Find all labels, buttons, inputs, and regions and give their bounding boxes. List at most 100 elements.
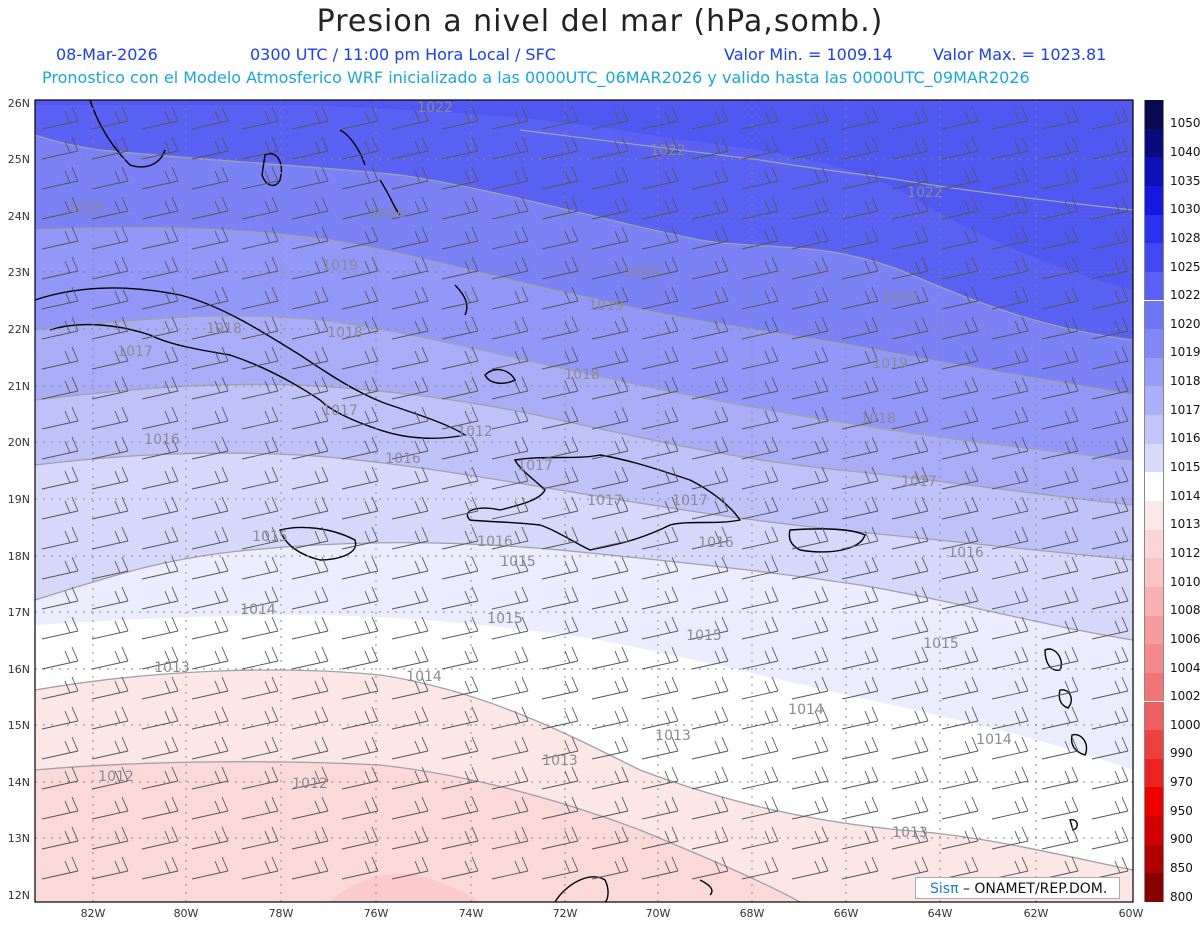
wind-barb <box>1091 346 1129 370</box>
wind-barb <box>41 196 79 220</box>
isobar-label: 1015 <box>500 554 536 570</box>
wind-barb <box>441 856 479 880</box>
wind-barb <box>1091 706 1129 730</box>
wind-barb <box>641 406 679 430</box>
wind-barb <box>741 706 779 730</box>
wind-barb <box>91 856 129 880</box>
wind-barb <box>291 226 329 250</box>
credit-text: – ONAMET/REP.DOM. <box>962 881 1108 897</box>
wind-barb <box>1091 826 1129 850</box>
wind-barb <box>391 616 429 640</box>
wind-barb <box>991 106 1029 130</box>
wind-barb <box>591 406 629 430</box>
wind-barb <box>1091 646 1129 670</box>
wind-barb <box>141 106 179 130</box>
wind-barb <box>341 196 379 220</box>
wind-barb <box>791 316 829 340</box>
wind-barb <box>891 826 929 850</box>
isobar-label: 1017 <box>672 493 708 509</box>
wind-barb <box>41 586 79 610</box>
wind-barb <box>91 556 129 580</box>
wind-barb <box>641 526 679 550</box>
wind-barb <box>841 496 879 520</box>
wind-barb <box>1041 106 1079 130</box>
longitude-labels: 82W 80W 78W 76W 74W 72W 70W 68W 66W 64W 62W 60W <box>81 907 1144 920</box>
wind-barb <box>941 226 979 250</box>
wind-barb <box>241 796 279 820</box>
isobar-label: 1019 <box>322 258 358 274</box>
wind-barb <box>991 496 1029 520</box>
wind-barb <box>1041 136 1079 160</box>
wind-barb <box>1041 226 1079 250</box>
wind-barb <box>791 226 829 250</box>
wind-barb <box>791 466 829 490</box>
wind-barb <box>991 796 1029 820</box>
color-scale-label: 1030 <box>1170 202 1200 217</box>
wind-barb <box>991 376 1029 400</box>
wind-barb <box>891 436 929 460</box>
wind-barb <box>391 826 429 850</box>
wind-barb <box>341 826 379 850</box>
isobar-label: 1014 <box>406 669 442 685</box>
wind-barb <box>841 436 879 460</box>
latitude-label: 20N <box>8 436 30 449</box>
wind-barb <box>1091 106 1129 130</box>
wind-barb <box>1041 556 1079 580</box>
wind-barb <box>191 736 229 760</box>
forecast-time: 0300 UTC / 11:00 pm Hora Local / SFC <box>250 45 556 64</box>
wind-barb <box>791 826 829 850</box>
isobar-label: 1019 <box>588 298 624 314</box>
wind-barb <box>691 826 729 850</box>
color-scale-segment <box>1144 644 1164 673</box>
wind-barb <box>941 106 979 130</box>
wind-barb <box>441 226 479 250</box>
wind-barb <box>991 616 1029 640</box>
wind-barb <box>91 496 129 520</box>
wind-barb <box>891 796 929 820</box>
color-scale-label: 1010 <box>1170 574 1200 589</box>
wind-barb <box>191 706 229 730</box>
wind-barb <box>291 706 329 730</box>
wind-barb <box>491 166 529 190</box>
longitude-label: 62W <box>1024 907 1049 920</box>
wind-barb <box>841 466 879 490</box>
color-scale-segment <box>1144 214 1164 244</box>
wind-barb <box>391 556 429 580</box>
wind-barb <box>291 766 329 790</box>
wind-barb <box>191 526 229 550</box>
isobar-label: 1012 <box>457 424 493 440</box>
wind-barb <box>841 286 879 310</box>
wind-barb <box>141 736 179 760</box>
wind-barb <box>591 496 629 520</box>
isobar-label: 1016 <box>477 534 513 550</box>
wind-barb <box>141 796 179 820</box>
wind-barb <box>91 106 129 130</box>
wind-barb <box>191 106 229 130</box>
wind-barb <box>841 406 879 430</box>
wind-barb <box>541 676 579 700</box>
wind-barb <box>741 286 779 310</box>
wind-barb <box>441 376 479 400</box>
wind-barb <box>891 766 929 790</box>
wind-barb <box>391 346 429 370</box>
wind-barb <box>391 196 429 220</box>
wind-barb <box>741 556 779 580</box>
wind-barb <box>441 646 479 670</box>
color-scale-segment <box>1144 529 1164 559</box>
wind-barb <box>541 856 579 880</box>
wind-barb <box>941 376 979 400</box>
wind-barb <box>341 526 379 550</box>
wind-barb <box>641 166 679 190</box>
wind-barb <box>241 466 279 490</box>
wind-barb <box>891 466 929 490</box>
isobar-label: 1017 <box>117 344 153 360</box>
wind-barb <box>491 556 529 580</box>
wind-barb <box>91 676 129 700</box>
wind-barb <box>641 436 679 460</box>
wind-barb <box>941 796 979 820</box>
wind-barb <box>341 736 379 760</box>
wind-barb <box>441 796 479 820</box>
color-scale-segment <box>1144 844 1164 874</box>
wind-barb <box>991 766 1029 790</box>
wind-barb <box>291 496 329 520</box>
